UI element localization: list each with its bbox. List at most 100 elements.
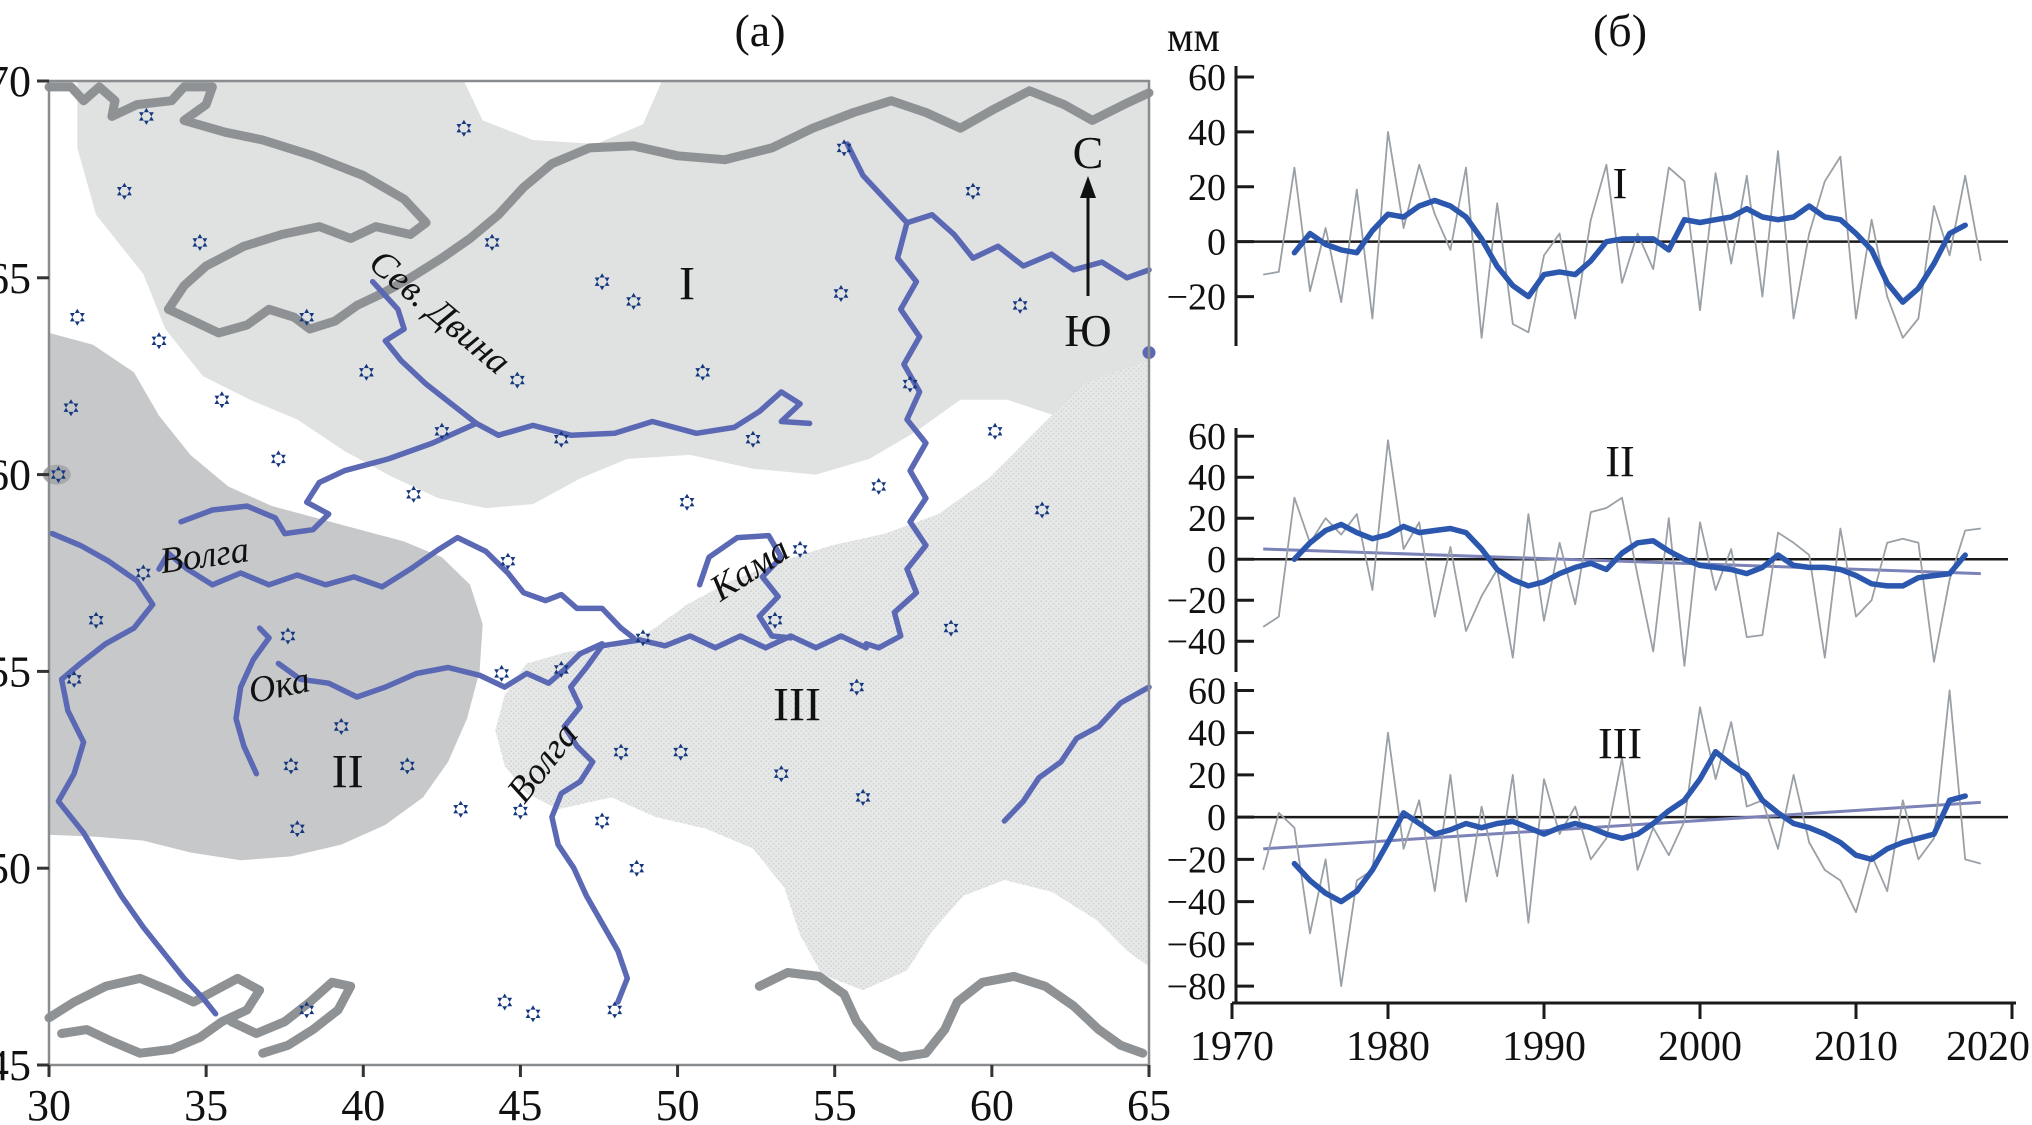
compass-north-label: С: [1073, 127, 1104, 178]
coastline: [754, 968, 1148, 1062]
y-unit-label: мм: [1166, 15, 1220, 61]
map-frame: [47, 79, 1151, 1067]
station-star-icon: [453, 800, 469, 818]
station-star-icon: [434, 422, 450, 440]
coastline: [226, 977, 356, 1058]
trend-line: [1263, 547, 1981, 576]
river: [178, 420, 480, 537]
station-star-icon: [987, 422, 1003, 440]
station-star-icon: [117, 182, 132, 200]
stations: [51, 107, 1050, 1023]
station-star-icon: [192, 233, 208, 251]
station-star-icon: [635, 629, 651, 647]
station-star-icon: [214, 391, 230, 409]
station-star-icon: [525, 1005, 541, 1023]
lon-tick-label: 45: [498, 1081, 542, 1125]
station-star-icon: [553, 430, 569, 448]
x-tick-label: 1980: [1346, 1024, 1430, 1070]
station-star-icon: [965, 182, 981, 200]
station-star-icon: [299, 308, 315, 326]
station-star-icon: [66, 670, 82, 688]
lat-tick-label: 60: [0, 451, 31, 500]
lon-tick-label: 65: [1127, 1081, 1171, 1125]
river: [844, 141, 1152, 281]
annual-line: [1262, 439, 1981, 667]
river: [369, 278, 502, 438]
station-star-icon: [139, 107, 154, 125]
lon-tick-label: 35: [184, 1081, 228, 1125]
x-tick-label: 1990: [1502, 1024, 1586, 1070]
river: [49, 530, 219, 1017]
map-axes: 7065605550453035404550556065: [0, 57, 1171, 1125]
station-star-icon: [745, 430, 761, 448]
annual-line: [1263, 130, 1982, 339]
station-star-icon: [333, 718, 349, 735]
station-star-icon: [849, 678, 865, 696]
x-tick-label: 2010: [1814, 1024, 1898, 1070]
coastline: [44, 973, 265, 1058]
station-star-icon: [406, 485, 421, 503]
y-tick-label: 0: [1207, 797, 1226, 839]
river: [233, 625, 272, 777]
station-star-icon: [283, 757, 299, 775]
river: [275, 641, 605, 700]
y-tick-label: 40: [1188, 713, 1226, 755]
trend-line: [1263, 800, 1981, 851]
station-star-icon: [613, 743, 629, 761]
lat-tick-label: 65: [0, 254, 31, 303]
station-star-icon: [51, 466, 66, 484]
lon-tick-label: 60: [970, 1081, 1014, 1125]
station-star-icon: [456, 119, 472, 137]
station-star-icon: [399, 757, 415, 775]
region-label-II: II: [332, 746, 364, 799]
lat-tick-label: 55: [0, 647, 31, 696]
north-arrowhead-icon: [1080, 176, 1096, 198]
annual-line: [1262, 689, 1982, 987]
y-tick-label: 40: [1188, 457, 1226, 499]
y-tick-label: 40: [1188, 112, 1226, 154]
station-star-icon: [494, 664, 509, 682]
compass-south-label: Ю: [1064, 305, 1111, 356]
station-star-icon: [271, 450, 286, 468]
river: [863, 219, 929, 651]
coastline: [44, 82, 1154, 338]
lat-tick-label: 50: [0, 844, 31, 893]
station-star-icon: [767, 611, 783, 629]
station-star-icon: [1012, 296, 1028, 314]
y-tick-label: 0: [1207, 539, 1226, 581]
region-II-area: [49, 332, 483, 861]
station-star-icon: [855, 788, 871, 806]
coastlines: [44, 82, 1154, 1062]
station-star-icon: [607, 1001, 623, 1019]
y-tick-label: −40: [1167, 882, 1226, 924]
station-star-icon: [836, 139, 852, 157]
y-tick-label: −60: [1167, 924, 1226, 966]
station-star-icon: [151, 332, 167, 350]
lon-tick-label: 50: [656, 1081, 700, 1125]
region-III-area: [495, 360, 1149, 991]
station-star-icon: [695, 363, 711, 381]
station-star-icon: [626, 292, 641, 310]
station-star-icon: [594, 812, 610, 830]
y-tick-label: 60: [1188, 57, 1226, 99]
station-star-icon: [673, 743, 689, 761]
station-star-icon: [629, 859, 645, 877]
station-star-icon: [833, 285, 849, 302]
station-star-icon: [871, 477, 887, 495]
x-tick-label: 2020: [1946, 1024, 2030, 1070]
station-star-icon: [679, 493, 695, 511]
station-star-icon: [289, 820, 305, 838]
station-star-icon: [902, 375, 918, 393]
river: [549, 643, 631, 1005]
rivers: [49, 141, 1152, 1017]
station-star-icon: [280, 627, 296, 645]
x-tick-label: 2000: [1658, 1024, 1742, 1070]
x-axis: 1970 1980 1990 2000 2010 2020: [1190, 1001, 2030, 1070]
subplot-I: 60 40 20 0 −20 I: [1167, 57, 2008, 346]
station-star-icon: [69, 308, 85, 326]
x-tick-label: 1970: [1190, 1024, 1274, 1070]
map-panel: 7065605550453035404550556065IIIIIIСев. Д…: [0, 57, 1171, 1125]
